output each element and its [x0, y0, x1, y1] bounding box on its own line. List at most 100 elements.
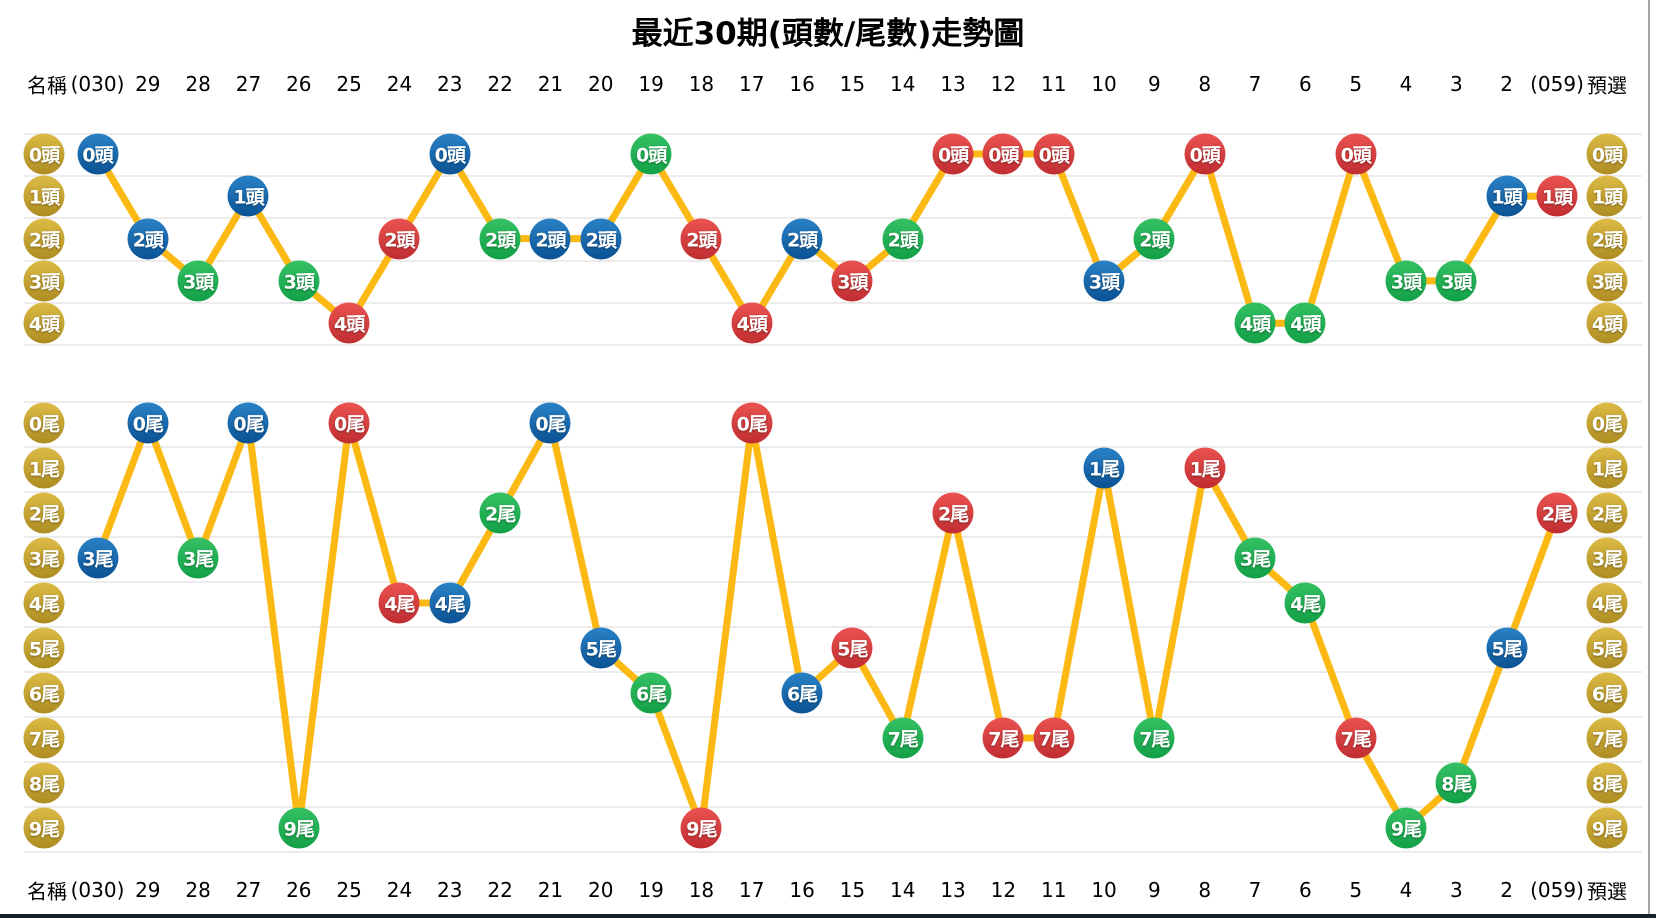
- row-label-ball: 2尾: [23, 492, 65, 534]
- period-label: (030): [70, 878, 125, 902]
- data-point-ball: 1頭: [1486, 175, 1528, 217]
- data-point-ball: 5尾: [831, 627, 873, 669]
- gridline: [24, 625, 1642, 628]
- period-label: 10: [1091, 72, 1117, 96]
- data-point-ball: 4尾: [378, 582, 420, 624]
- period-label: 3: [1449, 72, 1463, 96]
- period-label: 20: [588, 878, 614, 902]
- data-point-ball: 3尾: [177, 537, 219, 579]
- period-label: 12: [990, 878, 1017, 902]
- data-point-ball: 3尾: [1234, 537, 1276, 579]
- gridline: [24, 132, 1642, 135]
- preselect-label: 預選: [1587, 879, 1627, 904]
- period-label: 26: [286, 72, 312, 96]
- data-point-ball: 2頭: [378, 218, 420, 260]
- data-point-ball: 5尾: [580, 627, 622, 669]
- period-label: 10: [1091, 878, 1117, 902]
- data-point-ball: 2尾: [479, 492, 521, 534]
- gridline: [24, 490, 1642, 493]
- period-label: 11: [1040, 878, 1067, 902]
- period-label: 24: [386, 878, 413, 902]
- gridline: [24, 580, 1642, 583]
- row-label-ball: 1頭: [23, 175, 65, 217]
- gridline: [24, 850, 1642, 853]
- head-trend-line: [94, 150, 1561, 327]
- data-point-ball: 7尾: [882, 717, 924, 759]
- gridline: [24, 175, 1642, 178]
- period-label: 5: [1349, 878, 1363, 902]
- page-title: 最近30期(頭數/尾數)走勢圖: [631, 16, 1025, 52]
- row-label-ball: 0尾: [1586, 402, 1628, 444]
- data-point-ball: 2尾: [1536, 492, 1578, 534]
- data-point-ball: 0頭: [1184, 133, 1226, 175]
- data-point-ball: 4頭: [1234, 302, 1276, 344]
- data-point-ball: 3頭: [1083, 260, 1125, 302]
- data-point-ball: 7尾: [1133, 717, 1175, 759]
- data-point-ball: 1尾: [1083, 447, 1125, 489]
- data-point-ball: 2頭: [680, 218, 722, 260]
- period-label: 19: [638, 878, 664, 902]
- gridline: [24, 302, 1642, 305]
- period-label: (059): [1530, 72, 1584, 96]
- data-point-ball: 2頭: [781, 218, 823, 260]
- period-label: 14: [890, 72, 916, 96]
- row-label-ball: 0尾: [23, 402, 65, 444]
- period-label: 15: [839, 878, 866, 902]
- data-point-ball: 9尾: [680, 807, 722, 849]
- row-label-ball: 4頭: [1586, 302, 1628, 344]
- data-point-ball: 3頭: [1435, 260, 1477, 302]
- data-point-ball: 4頭: [328, 302, 370, 344]
- period-label: 6: [1298, 878, 1312, 902]
- row-label-ball: 3尾: [23, 537, 65, 579]
- row-label-ball: 1尾: [1586, 447, 1628, 489]
- name-label: 名稱: [27, 879, 67, 904]
- data-point-ball: 3頭: [278, 260, 320, 302]
- period-label: 12: [990, 72, 1017, 96]
- data-point-ball: 3頭: [1385, 260, 1427, 302]
- data-point-ball: 4頭: [1284, 302, 1326, 344]
- period-label: 9: [1148, 72, 1161, 96]
- period-label: 26: [286, 878, 312, 902]
- data-point-ball: 4尾: [1284, 582, 1326, 624]
- data-point-ball: 1頭: [227, 175, 269, 217]
- period-label: 6: [1298, 72, 1312, 96]
- period-label: 11: [1040, 72, 1067, 96]
- row-label-ball: 7尾: [23, 717, 65, 759]
- data-point-ball: 7尾: [1033, 717, 1075, 759]
- row-label-ball: 2頭: [1586, 218, 1628, 260]
- gridline: [24, 445, 1642, 448]
- period-label: 13: [940, 72, 966, 96]
- period-label: 17: [739, 878, 765, 902]
- period-label: 27: [235, 72, 262, 96]
- gridline: [24, 805, 1642, 808]
- gridline: [24, 217, 1642, 220]
- period-label: 5: [1349, 72, 1363, 96]
- data-point-ball: 2尾: [932, 492, 974, 534]
- period-label: 23: [437, 878, 463, 902]
- preselect-label: 預選: [1587, 73, 1627, 98]
- period-label: 9: [1148, 878, 1161, 902]
- data-point-ball: 0頭: [932, 133, 974, 175]
- period-label: 7: [1248, 878, 1262, 902]
- period-label: 28: [185, 878, 211, 902]
- period-label: 22: [487, 878, 513, 902]
- data-point-ball: 3頭: [831, 260, 873, 302]
- gridline: [24, 535, 1642, 538]
- data-point-ball: 6尾: [781, 672, 823, 714]
- data-point-ball: 3尾: [77, 537, 118, 579]
- gridline: [24, 400, 1642, 403]
- period-label: 23: [437, 72, 463, 96]
- period-label: 2: [1500, 72, 1514, 96]
- period-label: 20: [588, 72, 614, 96]
- period-label: 8: [1198, 72, 1212, 96]
- period-label: 29: [135, 72, 161, 96]
- data-point-ball: 0頭: [1033, 133, 1075, 175]
- row-label-ball: 1尾: [23, 447, 65, 489]
- gridline: [24, 760, 1642, 763]
- row-label-ball: 3頭: [23, 260, 65, 302]
- data-point-ball: 0尾: [731, 402, 773, 444]
- data-point-ball: 0尾: [328, 402, 370, 444]
- data-point-ball: 9尾: [278, 807, 320, 849]
- data-point-ball: 2頭: [882, 218, 924, 260]
